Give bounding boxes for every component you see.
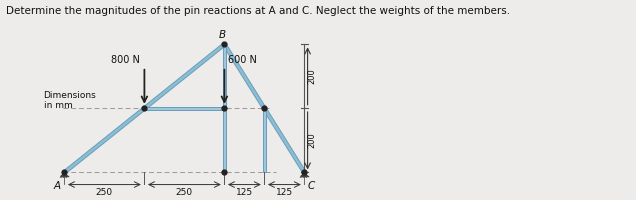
Text: 250: 250 bbox=[176, 188, 193, 197]
Polygon shape bbox=[64, 43, 226, 174]
Text: 250: 250 bbox=[96, 188, 113, 197]
Text: B: B bbox=[218, 30, 225, 40]
Text: 125: 125 bbox=[276, 188, 293, 197]
Polygon shape bbox=[223, 43, 306, 173]
Text: 200: 200 bbox=[308, 69, 317, 84]
Text: in mm: in mm bbox=[44, 101, 73, 110]
Text: 200: 200 bbox=[308, 133, 317, 148]
Polygon shape bbox=[62, 172, 67, 176]
Text: C: C bbox=[308, 181, 315, 191]
Polygon shape bbox=[223, 44, 226, 172]
Text: 600 N: 600 N bbox=[228, 55, 256, 65]
Text: A: A bbox=[54, 181, 61, 191]
Text: 800 N: 800 N bbox=[111, 55, 139, 65]
Text: 125: 125 bbox=[236, 188, 253, 197]
Polygon shape bbox=[301, 172, 307, 176]
Polygon shape bbox=[263, 108, 266, 172]
Text: Dimensions: Dimensions bbox=[44, 91, 96, 100]
Polygon shape bbox=[144, 107, 225, 110]
Text: Determine the magnitudes of the pin reactions at A and C. Neglect the weights of: Determine the magnitudes of the pin reac… bbox=[6, 6, 511, 16]
